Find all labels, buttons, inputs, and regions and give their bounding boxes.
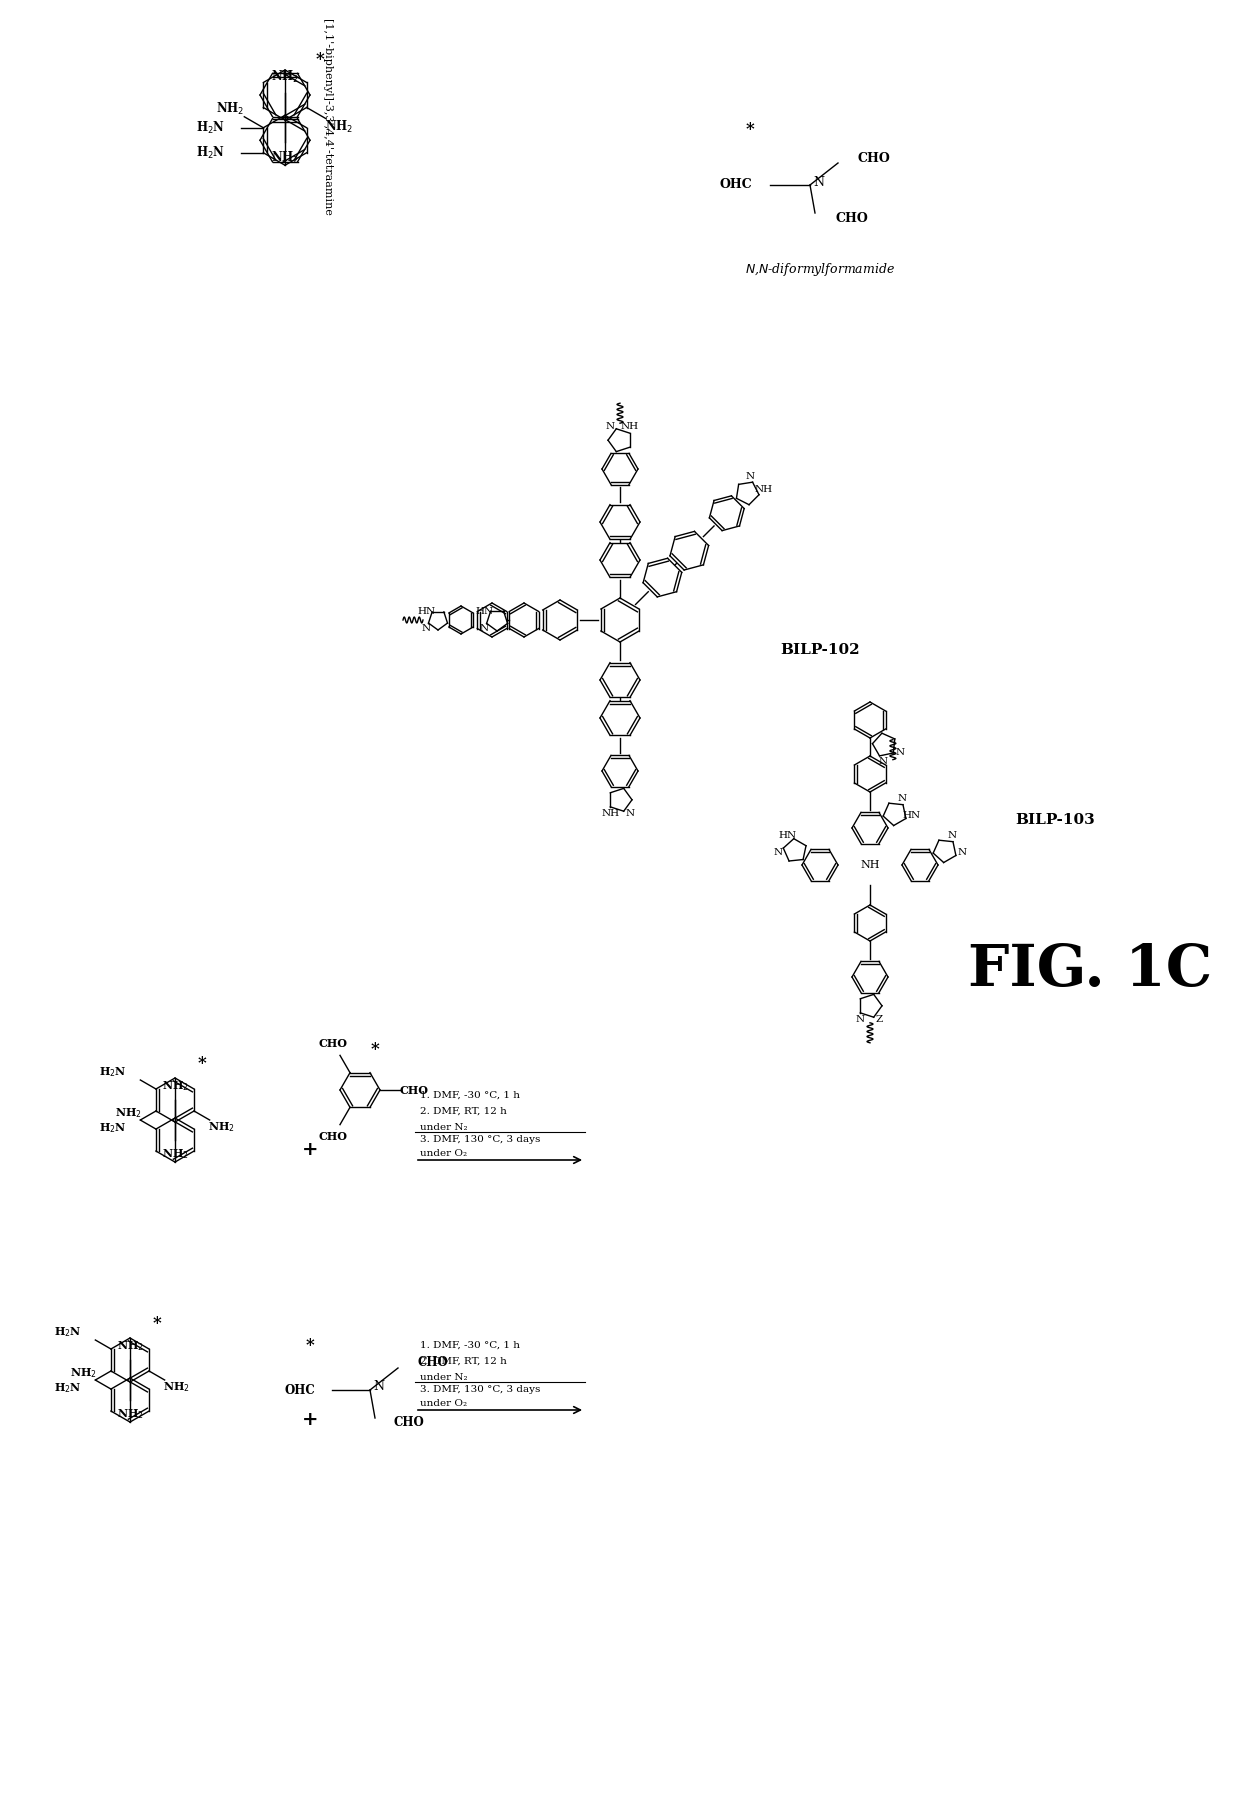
Text: NH$_2$: NH$_2$ — [117, 1339, 144, 1353]
Text: 1. DMF, -30 °C, 1 h: 1. DMF, -30 °C, 1 h — [420, 1340, 520, 1349]
Text: N: N — [878, 758, 888, 767]
Text: under O₂: under O₂ — [420, 1149, 467, 1158]
Text: NH$_2$: NH$_2$ — [164, 1380, 190, 1394]
Text: NH$_2$: NH$_2$ — [208, 1120, 236, 1135]
Text: NH$_2$: NH$_2$ — [270, 69, 299, 85]
Text: HN: HN — [475, 606, 494, 615]
Text: H$_2$N: H$_2$N — [196, 144, 226, 161]
Text: *: * — [197, 1055, 206, 1072]
Text: [1,1'-biphenyl]-3,3',4,4'-tetraamine: [1,1'-biphenyl]-3,3',4,4'-tetraamine — [322, 20, 332, 216]
Text: N: N — [745, 473, 755, 482]
Text: BILP-102: BILP-102 — [780, 642, 859, 657]
Text: under N₂: under N₂ — [420, 1122, 467, 1131]
Text: OHC: OHC — [284, 1384, 315, 1396]
Text: OHC: OHC — [719, 179, 751, 191]
Text: 3. DMF, 130 °C, 3 days: 3. DMF, 130 °C, 3 days — [420, 1385, 541, 1394]
Text: N: N — [895, 747, 904, 756]
Text: NH: NH — [861, 861, 879, 870]
Text: N: N — [774, 848, 782, 857]
Text: FIG. 1C: FIG. 1C — [968, 942, 1213, 998]
Text: NH$_2$: NH$_2$ — [216, 101, 244, 117]
Text: +: + — [301, 1411, 319, 1429]
Text: *: * — [153, 1315, 161, 1331]
Text: H$_2$N: H$_2$N — [99, 1064, 126, 1079]
Text: NH$_2$: NH$_2$ — [69, 1366, 97, 1380]
Text: *: * — [316, 52, 325, 69]
Text: Z: Z — [875, 1016, 883, 1025]
Text: 2. DMF, RT, 12 h: 2. DMF, RT, 12 h — [420, 1106, 507, 1115]
Text: BILP-103: BILP-103 — [1016, 814, 1095, 826]
Text: N: N — [856, 1016, 866, 1025]
Text: CHO: CHO — [399, 1084, 429, 1095]
Text: *: * — [305, 1337, 315, 1353]
Text: HN: HN — [779, 832, 797, 841]
Text: N: N — [813, 175, 825, 188]
Text: CHO: CHO — [319, 1037, 347, 1048]
Text: H$_2$N: H$_2$N — [55, 1326, 82, 1339]
Text: NH: NH — [620, 422, 639, 431]
Text: NH$_2$: NH$_2$ — [115, 1106, 141, 1120]
Text: NH$_2$: NH$_2$ — [161, 1079, 188, 1093]
Text: CHO: CHO — [858, 152, 890, 164]
Text: N: N — [625, 808, 634, 817]
Text: H$_2$N: H$_2$N — [99, 1120, 126, 1135]
Text: under O₂: under O₂ — [420, 1400, 467, 1409]
Text: N: N — [606, 422, 615, 431]
Text: NH$_2$: NH$_2$ — [161, 1147, 188, 1162]
Text: +: + — [301, 1140, 319, 1158]
Text: CHO: CHO — [394, 1416, 425, 1429]
Text: $N$,$N$-diformylformamide: $N$,$N$-diformylformamide — [745, 262, 895, 278]
Text: 1. DMF, -30 °C, 1 h: 1. DMF, -30 °C, 1 h — [420, 1090, 520, 1099]
Text: under N₂: under N₂ — [420, 1373, 467, 1382]
Text: HN: HN — [903, 810, 921, 819]
Text: CHO: CHO — [417, 1357, 448, 1369]
Text: *: * — [745, 121, 754, 139]
Text: CHO: CHO — [835, 211, 868, 224]
Text: NH$_2$: NH$_2$ — [117, 1407, 144, 1422]
Text: CHO: CHO — [319, 1131, 347, 1142]
Text: H$_2$N: H$_2$N — [196, 119, 226, 135]
Text: N: N — [373, 1380, 384, 1393]
Text: NH: NH — [755, 485, 773, 494]
Text: HN: HN — [418, 608, 435, 617]
Text: N: N — [898, 794, 906, 803]
Text: N: N — [957, 848, 966, 857]
Text: NH$_2$: NH$_2$ — [325, 119, 353, 135]
Text: 3. DMF, 130 °C, 3 days: 3. DMF, 130 °C, 3 days — [420, 1135, 541, 1144]
Text: N: N — [480, 624, 489, 633]
Text: NH: NH — [601, 808, 620, 817]
Text: N: N — [422, 624, 432, 633]
Text: 2. DMF, RT, 12 h: 2. DMF, RT, 12 h — [420, 1357, 507, 1366]
Text: *: * — [371, 1041, 379, 1059]
Text: H$_2$N: H$_2$N — [55, 1382, 82, 1394]
Text: NH$_2$: NH$_2$ — [270, 150, 299, 166]
Text: N: N — [947, 832, 956, 841]
